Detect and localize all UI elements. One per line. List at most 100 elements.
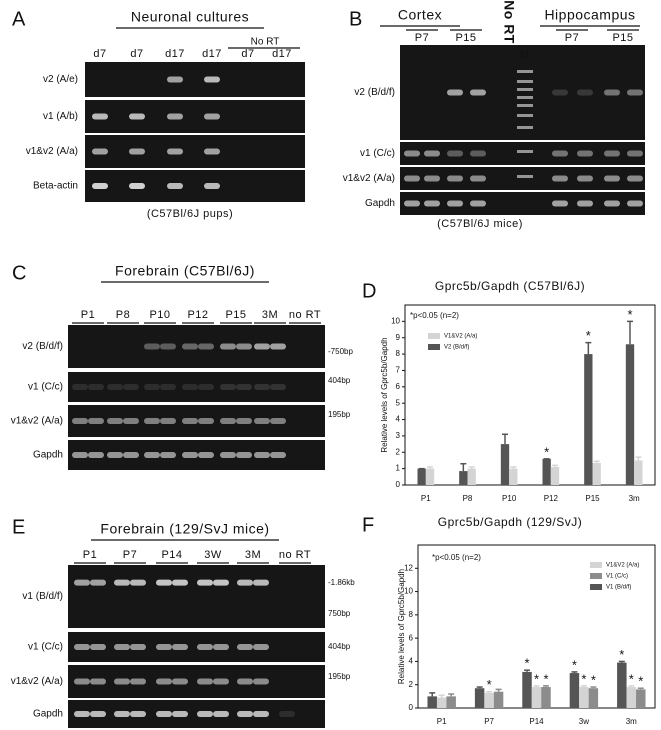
bar [550, 467, 560, 485]
y-tick-label: 9 [396, 333, 401, 342]
gel-band [447, 150, 463, 157]
y-axis-label: Relative levels of Gprc5b/Gapdh [397, 569, 406, 684]
gel-band [198, 343, 214, 350]
y-tick-label: 8 [409, 610, 414, 619]
lane-label: P12 [187, 309, 208, 321]
gel-band [447, 89, 463, 96]
gel-band [220, 343, 236, 350]
lane-label: P8 [116, 309, 130, 321]
lane-label: P1 [83, 549, 97, 561]
gel-band [236, 384, 252, 390]
gel-band [424, 175, 440, 182]
gel-band [92, 113, 108, 120]
gel-band [604, 175, 620, 182]
ladder-band [517, 96, 533, 99]
gel-band [144, 343, 160, 350]
ladder-band [517, 80, 533, 83]
bar [634, 460, 643, 485]
gel-band [237, 678, 253, 685]
gel-band [627, 89, 643, 96]
lane-label: P10 [149, 309, 170, 321]
panel-letter: C [12, 262, 26, 284]
gel-band [204, 148, 220, 155]
gel-band [74, 678, 90, 685]
gel [68, 565, 325, 628]
gel-band [114, 678, 130, 685]
gel [68, 700, 325, 728]
gel-band [470, 175, 486, 182]
legend-swatch [590, 562, 602, 568]
lane-label: P15 [612, 32, 633, 44]
gel-band [270, 418, 286, 424]
y-tick-label: 10 [391, 316, 400, 325]
gel-band [123, 452, 139, 458]
gel-band [88, 384, 104, 390]
panel-letter: B [349, 8, 362, 30]
gel-band [172, 579, 188, 586]
lane-label: 3M [245, 549, 261, 561]
lane-label: d17 [165, 48, 185, 60]
gel-band [447, 175, 463, 182]
lane-label: P15 [455, 32, 476, 44]
gel-band [90, 579, 106, 586]
y-tick-label: 4 [396, 415, 401, 424]
legend-label: V1&V2 (A/a) [444, 334, 477, 340]
x-tick-label: P1 [421, 494, 431, 503]
row-label: v1 (C/c) [28, 642, 63, 653]
size-label: 404bp [328, 642, 351, 651]
lane-group: No RT [251, 37, 280, 48]
gel-band [236, 343, 252, 350]
y-tick-label: 1 [396, 464, 401, 473]
x-tick-label: 3w [579, 717, 589, 726]
y-tick-label: 7 [396, 366, 401, 375]
gel-band [577, 89, 593, 96]
chart-title: Gprc5b/Gapdh (C57Bl/6J) [435, 279, 585, 293]
significance-mark: * [534, 671, 539, 686]
legend-label: V1 (B/d/f) [606, 585, 631, 591]
gel-band [182, 384, 198, 390]
gel-band [172, 678, 188, 685]
gel [85, 135, 305, 168]
lane-label: d7 [93, 48, 106, 60]
y-tick-label: 3 [396, 431, 401, 440]
x-tick-label: P8 [463, 494, 473, 503]
bar [626, 687, 637, 708]
row-label: Gapdh [365, 198, 395, 209]
gel-band [90, 644, 106, 650]
x-tick-label: P12 [544, 494, 559, 503]
significance-mark: * [487, 677, 492, 692]
gel-band [204, 76, 220, 83]
gel-band [220, 418, 236, 424]
gel-band [88, 418, 104, 424]
gel-band [447, 200, 463, 207]
bar [446, 696, 456, 708]
gel-band [254, 343, 270, 350]
y-tick-label: 2 [409, 680, 414, 689]
gel-band [270, 452, 286, 458]
significance-mark: * [619, 647, 624, 662]
gel-band [552, 175, 568, 182]
gel-band [167, 183, 183, 189]
gel-band [404, 200, 420, 207]
panel-title: Forebrain (129/SvJ mice) [100, 521, 269, 537]
row-label: v1 (C/c) [28, 382, 63, 393]
bar [484, 692, 494, 708]
gel-band [130, 644, 146, 650]
row-label: Beta-actin [33, 181, 78, 192]
gel-band [74, 644, 90, 650]
ladder-band [517, 150, 533, 153]
gel [85, 100, 305, 133]
gel-band [197, 644, 213, 650]
significance-mark: * [591, 672, 596, 687]
row-label: Gapdh [33, 709, 63, 720]
gel-band [156, 579, 172, 586]
annotation: *p<0.05 (n=2) [410, 311, 459, 320]
size-label: 195bp [328, 410, 351, 419]
gel-band [213, 678, 229, 685]
bar [467, 468, 476, 485]
gel-band [254, 384, 270, 390]
x-tick-label: P14 [529, 717, 544, 726]
gel-band [107, 418, 123, 424]
panel-letter: F [362, 514, 374, 536]
